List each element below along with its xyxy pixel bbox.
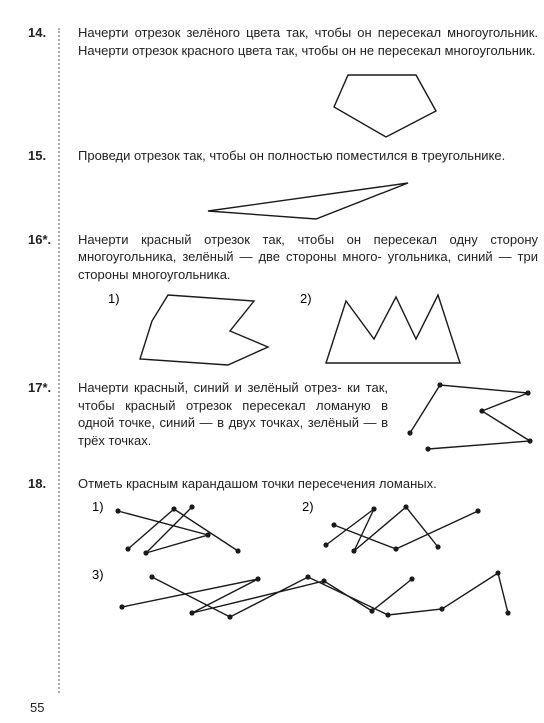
exercise-body: Начерти красный отрезок так, чтобы он пе… [68,231,538,374]
svg-text:3): 3) [92,567,104,582]
triangle-svg [78,169,538,225]
exercise-number: 18. [28,475,68,625]
exercise-body: Проведи отрезок так, чтобы он полностью … [68,147,538,225]
svg-text:1): 1) [108,291,120,306]
exercise-15: 15. Проведи отрезок так, чтобы он полнос… [28,147,528,225]
exercise-text: Начерти красный отрезок так, чтобы он пе… [78,231,538,284]
exercise-text: Начерти отрезок зелёного цвета так, чтоб… [78,24,538,59]
polys-svg: 1) 2) [78,287,538,373]
exercise-body: Отметь красным карандашом точки пересече… [68,475,538,625]
page-number: 55 [30,700,44,715]
pentagon-svg [78,63,538,141]
exercise-body: Начерти отрезок зелёного цвета так, чтоб… [68,24,538,141]
svg-text:2): 2) [302,499,314,514]
exercise-16: 16*. Начерти красный отрезок так, чтобы … [28,231,528,374]
row1-svg: 1) 2) [78,497,538,561]
row2-svg: 3) [78,565,538,625]
figure-18-row1: 1) 2) [78,497,538,561]
dotted-margin [58,28,60,693]
svg-text:2): 2) [300,291,312,306]
exercise-number: 16*. [28,231,68,374]
exercise-14: 14. Начерти отрезок зелёного цвета так, … [28,24,528,141]
exercise-body: Начерти красный, синий и зелёный отрез- … [68,379,528,469]
exercise-text: Отметь красным карандашом точки пересече… [78,475,538,493]
page: 14. Начерти отрезок зелёного цвета так, … [0,0,544,723]
figure-triangle [78,169,538,225]
exercise-text: Проведи отрезок так, чтобы он полностью … [78,147,538,165]
exercise-number: 14. [28,24,68,141]
exercise-17: 17*. Начерти красный, синий и зелёный от… [28,379,528,469]
figure-polys: 1) 2) [78,287,538,373]
figure-pentagon [78,63,538,141]
exercise-number: 15. [28,147,68,225]
exercise-text: Начерти красный, синий и зелёный отрез- … [78,379,388,449]
svg-text:1): 1) [92,499,104,514]
figure-18-row2: 3) [78,565,538,625]
exercise-18: 18. Отметь красным карандашом точки пере… [28,475,528,625]
